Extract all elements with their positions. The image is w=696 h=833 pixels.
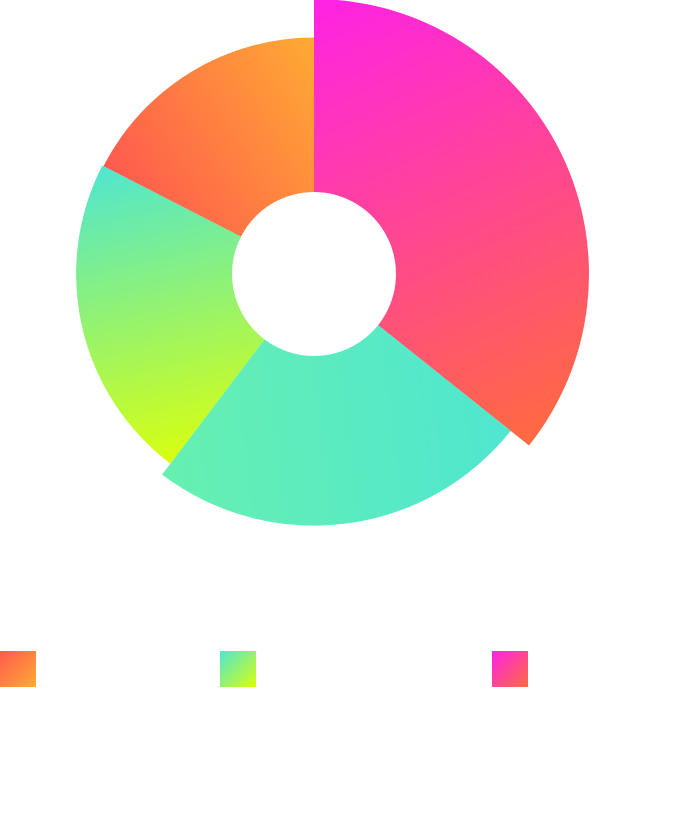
legend-swatch (492, 651, 528, 687)
legend-swatch (220, 651, 256, 687)
legend-swatch (0, 651, 36, 687)
legend-item[interactable] (220, 651, 264, 687)
pie-slice[interactable] (103, 37, 314, 237)
legend-item[interactable] (0, 651, 44, 687)
slices-layer (76, 0, 589, 526)
legend-item[interactable] (492, 651, 536, 687)
pie-slice[interactable] (162, 325, 511, 526)
pie-slice[interactable] (314, 0, 589, 446)
chart-legend (0, 651, 696, 687)
pie-slice[interactable] (76, 165, 265, 464)
